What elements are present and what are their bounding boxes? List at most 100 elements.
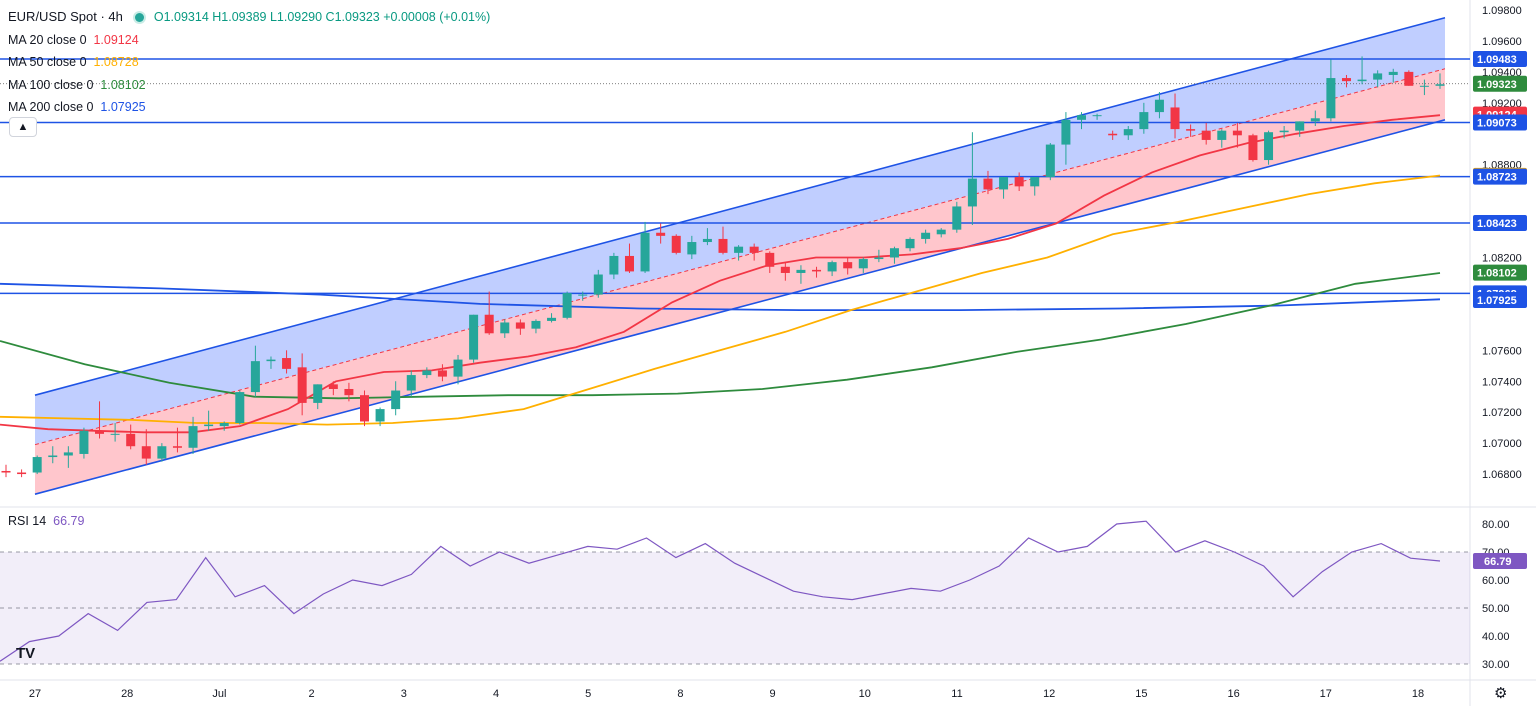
candle-body — [780, 266, 790, 273]
legend-ma50[interactable]: MA 50 close 0 1.08728 — [8, 51, 490, 74]
price-label: 1.07925 — [1477, 295, 1517, 307]
candle-body — [17, 472, 27, 475]
candle-body — [515, 322, 525, 329]
y-tick-label: 1.07000 — [1482, 438, 1522, 450]
candle-body — [593, 274, 603, 295]
candle-body — [889, 248, 899, 258]
candle-body — [1373, 73, 1383, 80]
rsi-y-tick-label: 60.00 — [1482, 575, 1510, 587]
x-tick-label: 18 — [1412, 688, 1424, 700]
legend-ma20[interactable]: MA 20 close 0 1.09124 — [8, 29, 490, 52]
candle-body — [360, 395, 369, 422]
rsi-legend[interactable]: RSI 14 66.79 — [8, 514, 84, 528]
tradingview-logo[interactable]: TV — [16, 645, 36, 662]
candle-body — [1326, 78, 1336, 119]
ma20-label: MA 20 close 0 — [8, 32, 87, 47]
candle-body — [671, 235, 681, 253]
candle-body — [1357, 79, 1367, 82]
candle-body — [126, 433, 136, 447]
candle-body — [32, 457, 42, 473]
candles — [1, 56, 1445, 478]
candle-body — [250, 361, 260, 393]
price-label-bg — [1473, 215, 1527, 232]
price-label-bg — [1473, 168, 1527, 185]
horizontal-levels — [0, 58, 1470, 295]
price-label-bg — [1473, 264, 1527, 281]
ma20-value: 1.09124 — [93, 32, 139, 47]
candle-body — [858, 259, 868, 269]
candle-body — [95, 430, 105, 434]
candle-body — [687, 242, 697, 255]
candle-body — [1217, 130, 1227, 140]
candle-body — [1279, 130, 1289, 133]
candle-body — [609, 255, 619, 275]
ma100-value: 1.08102 — [100, 77, 146, 92]
channel-lower-fill — [35, 68, 1445, 495]
candle-body — [1077, 115, 1086, 120]
ma50-label: MA 50 close 0 — [8, 55, 87, 69]
x-tick-label: 10 — [859, 688, 871, 700]
x-tick-label: 15 — [1135, 688, 1147, 700]
candle-body — [999, 177, 1009, 190]
candle-body — [812, 269, 822, 272]
x-tick-label: 8 — [677, 688, 683, 700]
price-label: 1.08423 — [1477, 218, 1517, 230]
candle-body — [63, 452, 73, 456]
x-tick-label: 9 — [770, 688, 776, 700]
candle-body — [796, 269, 806, 273]
rsi-pane — [0, 520, 1470, 665]
candle-body — [110, 433, 120, 435]
candle-body — [500, 322, 510, 334]
price-label-bg — [1473, 292, 1527, 309]
collapse-legend-button[interactable]: ▲ — [9, 117, 37, 137]
x-tick-label: 28 — [121, 688, 133, 700]
candle-body — [936, 229, 946, 235]
candle-body — [1123, 129, 1133, 136]
x-tick-label: 16 — [1227, 688, 1239, 700]
rsi-y-tick-label: 40.00 — [1482, 631, 1510, 643]
rsi-y-tick-label: 80.00 — [1482, 519, 1510, 531]
x-tick-label: 3 — [401, 688, 407, 700]
x-tick-label: 27 — [29, 688, 41, 700]
candle-body — [531, 320, 541, 329]
candle-body — [874, 257, 884, 260]
candle-body — [1108, 133, 1118, 136]
candle-body — [547, 317, 557, 321]
candle-body — [1232, 130, 1242, 136]
y-tick-label: 1.06800 — [1482, 469, 1522, 481]
candle-body — [640, 232, 650, 272]
candle-body — [1014, 177, 1024, 187]
candle-body — [48, 455, 58, 458]
channel — [34, 16, 1446, 495]
candle-body — [765, 252, 775, 267]
candle-body — [188, 426, 198, 448]
ma50-value: 1.08728 — [93, 55, 139, 69]
legend-ma100[interactable]: MA 100 close 0 1.08102 — [8, 74, 490, 97]
y-tick-label: 1.09600 — [1482, 36, 1522, 48]
candle-body — [1170, 107, 1180, 130]
candle-body — [1030, 177, 1040, 187]
candle-body — [391, 390, 401, 410]
candle-body — [313, 384, 323, 403]
chevron-up-icon: ▲ — [17, 121, 29, 133]
price-label-bg — [1473, 51, 1527, 68]
candle-body — [437, 370, 447, 377]
candle-body — [967, 178, 977, 207]
rsi-line — [0, 520, 1441, 662]
candle-body — [1341, 78, 1351, 82]
symbol-title[interactable]: EUR/USD Spot · 4h — [8, 9, 123, 24]
candle-body — [344, 388, 354, 396]
legend-ma200[interactable]: MA 200 close 0 1.07925 — [8, 96, 490, 119]
rsi-y-tick-label: 30.00 — [1482, 659, 1510, 671]
candle-body — [1092, 115, 1102, 117]
ohlc-values: O1.09314 H1.09389 L1.09290 C1.09323 +0.0… — [153, 10, 491, 24]
x-tick-label: 4 — [493, 688, 499, 700]
price-label: 1.08102 — [1477, 268, 1517, 280]
candle-body — [1045, 144, 1055, 178]
ma200-label: MA 200 close 0 — [8, 100, 94, 114]
gear-icon[interactable]: ⚙ — [1494, 685, 1508, 702]
candle-body — [1139, 112, 1149, 130]
candle-body — [172, 446, 182, 448]
rsi-value-label-bg — [1473, 552, 1527, 569]
y-tick-label: 1.07400 — [1482, 376, 1522, 388]
